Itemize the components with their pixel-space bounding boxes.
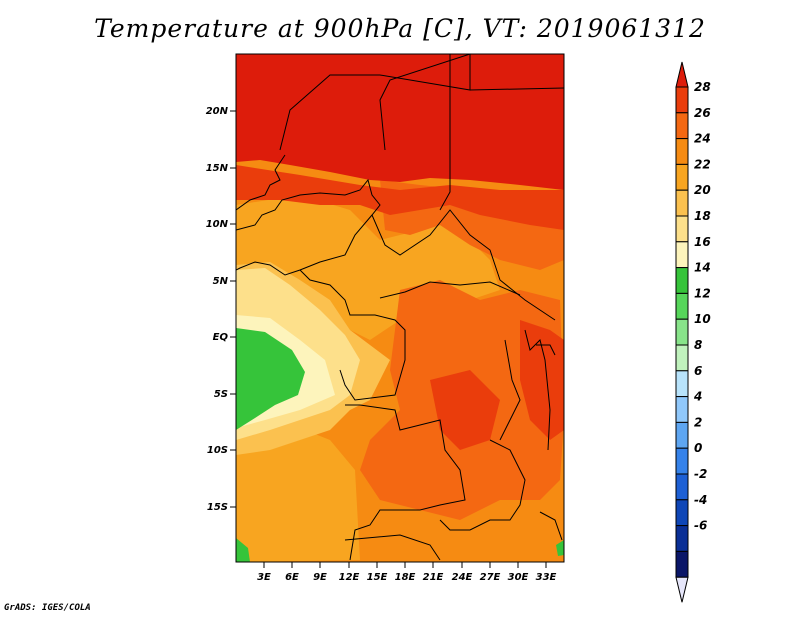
colorbar-swatch bbox=[675, 267, 689, 294]
lon-tick-label: 21E bbox=[423, 572, 444, 583]
lon-tick-label: 30E bbox=[508, 572, 529, 583]
lon-tick-label: 3E bbox=[257, 572, 271, 583]
colorbar-label: 8 bbox=[694, 338, 702, 352]
colorbar-swatch bbox=[675, 292, 689, 320]
lon-tick-label: 33E bbox=[536, 572, 557, 583]
lon-axis bbox=[263, 562, 547, 568]
colorbar-swatch bbox=[675, 473, 689, 501]
lon-tick-label: 15E bbox=[367, 572, 388, 583]
colorbar-swatch bbox=[675, 370, 689, 398]
colorbar-label: 0 bbox=[694, 441, 702, 455]
temperature-field bbox=[236, 54, 564, 562]
lon-tick-label: 12E bbox=[339, 572, 360, 583]
colorbar-label: 26 bbox=[694, 106, 711, 120]
colorbar-swatch bbox=[675, 447, 689, 475]
field-band-20b bbox=[236, 195, 500, 340]
colorbar-label: -4 bbox=[694, 493, 707, 507]
colorbar-swatch bbox=[675, 499, 689, 527]
colorbar-label: 20 bbox=[694, 183, 711, 197]
field-band-20 bbox=[236, 420, 360, 562]
lat-tick-label: 10S bbox=[207, 445, 228, 456]
colorbar-swatch bbox=[675, 550, 689, 578]
map-frame bbox=[235, 53, 565, 563]
colorbar-swatch bbox=[675, 421, 689, 449]
colorbar-swatch bbox=[675, 138, 689, 165]
lon-tick-label: 24E bbox=[452, 572, 473, 583]
colorbar-label: 4 bbox=[693, 390, 702, 404]
colorbar-label: 14 bbox=[694, 261, 711, 275]
lat-tick-label: 20N bbox=[206, 106, 229, 117]
colorbar-swatch bbox=[675, 525, 689, 552]
lat-tick-label: 10N bbox=[206, 219, 229, 230]
colorbar-swatch bbox=[675, 189, 689, 217]
colorbar-label: -6 bbox=[694, 519, 707, 533]
lat-tick-label: EQ bbox=[213, 332, 229, 343]
field-band-12c bbox=[556, 540, 564, 556]
colorbar-swatch bbox=[675, 112, 689, 140]
colorbar-swatch bbox=[675, 396, 689, 423]
colorbar-label: 24 bbox=[694, 132, 711, 146]
lat-axis bbox=[230, 110, 236, 508]
colorbar-label: 22 bbox=[694, 157, 711, 171]
field-band-26c bbox=[430, 370, 500, 450]
lat-tick-label: 5S bbox=[214, 389, 228, 400]
lon-tick-label: 18E bbox=[395, 572, 416, 583]
colorbar-swatch bbox=[675, 344, 689, 372]
field-band-12 bbox=[236, 328, 305, 430]
footer-credit: GrADS: IGES/COLA bbox=[4, 603, 91, 613]
colorbar-swatch bbox=[675, 86, 689, 114]
map-boundaries bbox=[236, 54, 564, 561]
lon-tick-label: 27E bbox=[480, 572, 501, 583]
colorbar-swatch bbox=[675, 318, 689, 346]
colorbar-label: 6 bbox=[694, 364, 702, 378]
field-band-28 bbox=[236, 54, 564, 190]
colorbar-label: 16 bbox=[694, 235, 711, 249]
colorbar-swatch bbox=[675, 163, 689, 191]
colorbar-label: 10 bbox=[694, 312, 711, 326]
colorbar-label: -2 bbox=[694, 467, 707, 481]
colorbar-bottom-arrow bbox=[675, 576, 689, 603]
colorbar-label: 28 bbox=[694, 80, 711, 94]
lat-tick-label: 15S bbox=[207, 502, 228, 513]
lon-tick-label: 6E bbox=[285, 572, 299, 583]
map-title: Temperature at 900hPa [C], VT: 201906131… bbox=[94, 14, 706, 43]
colorbar-label: 18 bbox=[694, 209, 711, 223]
colorbar-swatch bbox=[675, 241, 689, 269]
colorbar-label: 2 bbox=[694, 415, 702, 429]
field-band-26 bbox=[236, 165, 564, 230]
field-band-12b bbox=[236, 538, 250, 562]
colorbar-swatch bbox=[675, 215, 689, 243]
colorbar-label: 12 bbox=[694, 286, 711, 300]
lat-tick-label: 5N bbox=[213, 276, 229, 287]
lat-tick-label: 15N bbox=[206, 163, 229, 174]
colorbar-top-arrow bbox=[675, 61, 689, 88]
lon-tick-label: 9E bbox=[313, 572, 327, 583]
